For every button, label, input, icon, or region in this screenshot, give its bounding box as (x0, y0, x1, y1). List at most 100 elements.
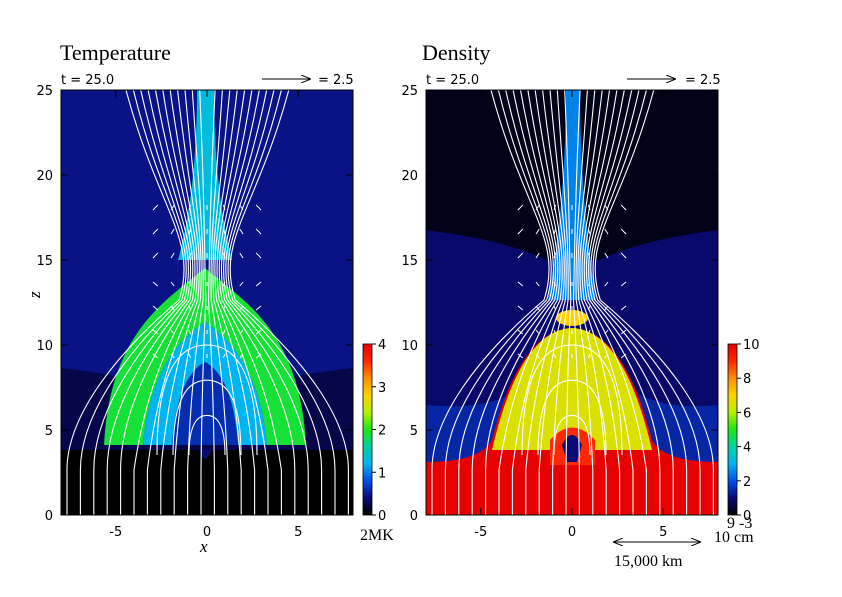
closed-field-loop (537, 379, 607, 456)
density-title: Density (422, 40, 490, 65)
magnetic-field-line (93, 90, 190, 515)
temperature-arrow-scale-label: = 2.5 (318, 73, 354, 88)
magnetic-field-line (225, 90, 323, 515)
magnetic-field-line (572, 90, 581, 515)
colorbar-tick-label: 10 (743, 338, 760, 353)
magnetic-field-line (133, 90, 196, 515)
magnetic-field-line (579, 90, 621, 515)
y-tick-label: 0 (45, 509, 53, 524)
velocity-vector (517, 353, 524, 359)
magnetic-field-line (227, 90, 336, 515)
velocity-vector (587, 281, 591, 287)
colorbar-tick-label: 2 (743, 475, 751, 490)
velocity-vector (620, 252, 627, 259)
colorbar-tick-label: 3 (378, 381, 386, 396)
velocity-vector (553, 305, 557, 311)
velocity-vector (239, 228, 244, 235)
magnetic-field-line (458, 90, 555, 515)
velocity-vector (170, 228, 175, 235)
velocity-vector (604, 305, 609, 311)
velocity-vector (604, 281, 609, 287)
velocity-vector (587, 353, 591, 359)
velocity-vector (255, 252, 262, 259)
velocity-vector (535, 228, 540, 235)
velocity-vector (535, 353, 540, 359)
colorbar-tick-label: 1 (378, 466, 386, 481)
velocity-vector (517, 204, 524, 211)
temperature-panel: Temperature t = 25.0 = 2.5 -5 0 5051015202… (25, 40, 394, 556)
temperature-dome-shell (104, 268, 306, 445)
velocity-vector (587, 329, 591, 335)
velocity-vector (604, 252, 609, 259)
velocity-vector (152, 204, 159, 211)
closed-field-loop (553, 414, 591, 456)
closed-field-loop (521, 344, 623, 456)
velocity-vector (587, 228, 591, 235)
magnetic-field-line (564, 90, 572, 515)
velocity-vector (553, 329, 557, 335)
magnetic-field-line (79, 90, 187, 515)
velocity-vector (255, 281, 262, 287)
magnetic-field-line (212, 90, 242, 515)
colorbar-tick-label: 0 (743, 509, 751, 524)
temperature-colorbar (362, 343, 373, 516)
velocity-vector (517, 228, 524, 235)
velocity-vector (255, 204, 262, 211)
magnetic-field-line (146, 90, 198, 515)
density-footpoint-blob (562, 435, 582, 462)
velocity-vector (553, 281, 557, 287)
velocity-vector (535, 281, 540, 287)
velocity-vector (239, 329, 244, 335)
velocity-vector (239, 252, 244, 259)
velocity-vector (587, 305, 591, 311)
temperature-time-label: t = 25.0 (61, 73, 114, 88)
velocity-vector (170, 204, 175, 211)
temperature-axes: -5 0 5 0 5 10 15 20 25 (36, 84, 353, 540)
density-arrow-scale-label: = 2.5 (685, 73, 721, 88)
magnetic-field-line (214, 90, 256, 515)
magnetic-field-line (581, 90, 634, 515)
magnetic-field-line (577, 90, 607, 515)
magnetic-field-line (590, 90, 688, 515)
y-tick-label: 20 (36, 169, 53, 184)
velocity-vector (239, 204, 244, 211)
magnetic-field-line (210, 90, 229, 515)
velocity-vector (152, 305, 159, 311)
density-time-label: t = 25.0 (426, 73, 479, 88)
velocity-vector (170, 252, 175, 259)
density-panel: Density t = 25.0 = 2.5 -5 0 5 0 5 10 15 20 25 0 2… (401, 40, 759, 570)
velocity-vector (188, 228, 192, 235)
temperature-velocity-vectors (152, 204, 262, 359)
colorbar-tick-label: 4 (378, 338, 386, 353)
velocity-vector (255, 305, 262, 311)
velocity-vector (152, 252, 159, 259)
velocity-vector (152, 281, 159, 287)
velocity-vector (222, 252, 226, 259)
magnetic-field-line (229, 90, 349, 515)
density-velocity-vectors (517, 204, 627, 359)
magnetic-field-line (471, 90, 557, 515)
velocity-vector (620, 281, 627, 287)
magnetic-field-line (222, 90, 309, 515)
magnetic-field-line (187, 90, 204, 515)
velocity-vector (188, 353, 192, 359)
velocity-vector (188, 305, 192, 311)
velocity-vector (255, 353, 262, 359)
velocity-vector (517, 281, 524, 287)
y-tick-label: 20 (401, 169, 418, 184)
magnetic-field-line (511, 90, 563, 515)
velocity-vector (587, 252, 591, 259)
y-tick-label: 25 (36, 84, 53, 99)
velocity-vector (239, 281, 244, 287)
x-tick-label: -5 (474, 525, 487, 540)
magnetic-field-line (199, 90, 207, 515)
magnetic-field-line (106, 90, 192, 515)
magnetic-field-line (431, 90, 550, 515)
y-tick-label: 15 (401, 254, 418, 269)
velocity-vector (170, 281, 175, 287)
velocity-vector (620, 353, 627, 359)
velocity-vector (188, 281, 192, 287)
velocity-vector (222, 204, 226, 211)
velocity-vector (188, 329, 192, 335)
